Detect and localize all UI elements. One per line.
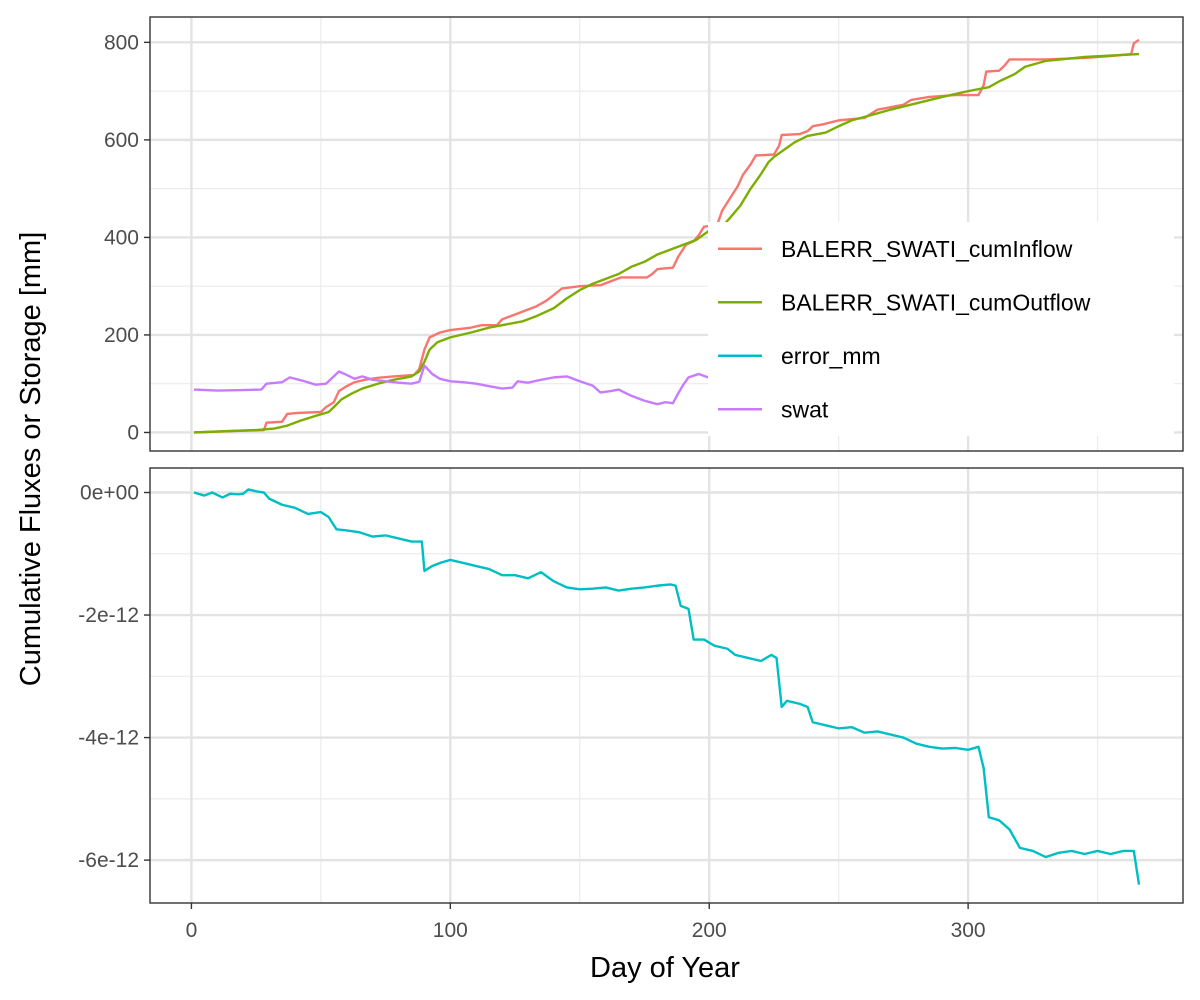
x-tick-label: 200	[692, 919, 727, 942]
y-tick-label: 0e+00	[80, 482, 139, 505]
y-tick-label: -4e-12	[78, 727, 139, 750]
x-axis-title: Day of Year	[590, 952, 740, 984]
x-tick-label: 0	[186, 919, 198, 942]
y-tick-label: 800	[104, 31, 139, 54]
series-line-BALERR_SWATI_cumOutflow	[193, 52, 1140, 434]
y-axis-title: Cumulative Fluxes or Storage [mm]	[15, 232, 47, 686]
y-tick-label: 200	[104, 324, 139, 347]
y-tick-label: -2e-12	[78, 604, 139, 627]
y-tick-label: 0	[127, 421, 139, 444]
legend-label: swat	[781, 396, 829, 422]
legend: BALERR_SWATI_cumInflow BALERR_SWATI_cumOu…	[708, 222, 1174, 436]
x-tick-label: 300	[951, 919, 986, 942]
series-line-BALERR_SWATI_cumInflow	[193, 38, 1140, 434]
legend-background	[708, 222, 1174, 436]
y-tick-label: -6e-12	[78, 849, 139, 872]
panel-border	[149, 467, 1184, 904]
series-line-error_mm	[193, 488, 1141, 885]
panel-background	[150, 468, 1183, 903]
legend-label: BALERR_SWATI_cumOutflow	[781, 289, 1091, 315]
panel-border	[149, 16, 1184, 452]
legend-label: BALERR_SWATI_cumInflow	[781, 236, 1073, 262]
y-tick-label: 600	[104, 129, 139, 152]
x-tick-label: 100	[433, 919, 468, 942]
legend-label: error_mm	[781, 343, 881, 369]
y-tick-label: 400	[104, 226, 139, 249]
bottom-panel: 0e+00 -2e-12 -4e-12 -6e-12 0 100 200 300	[78, 467, 1184, 942]
